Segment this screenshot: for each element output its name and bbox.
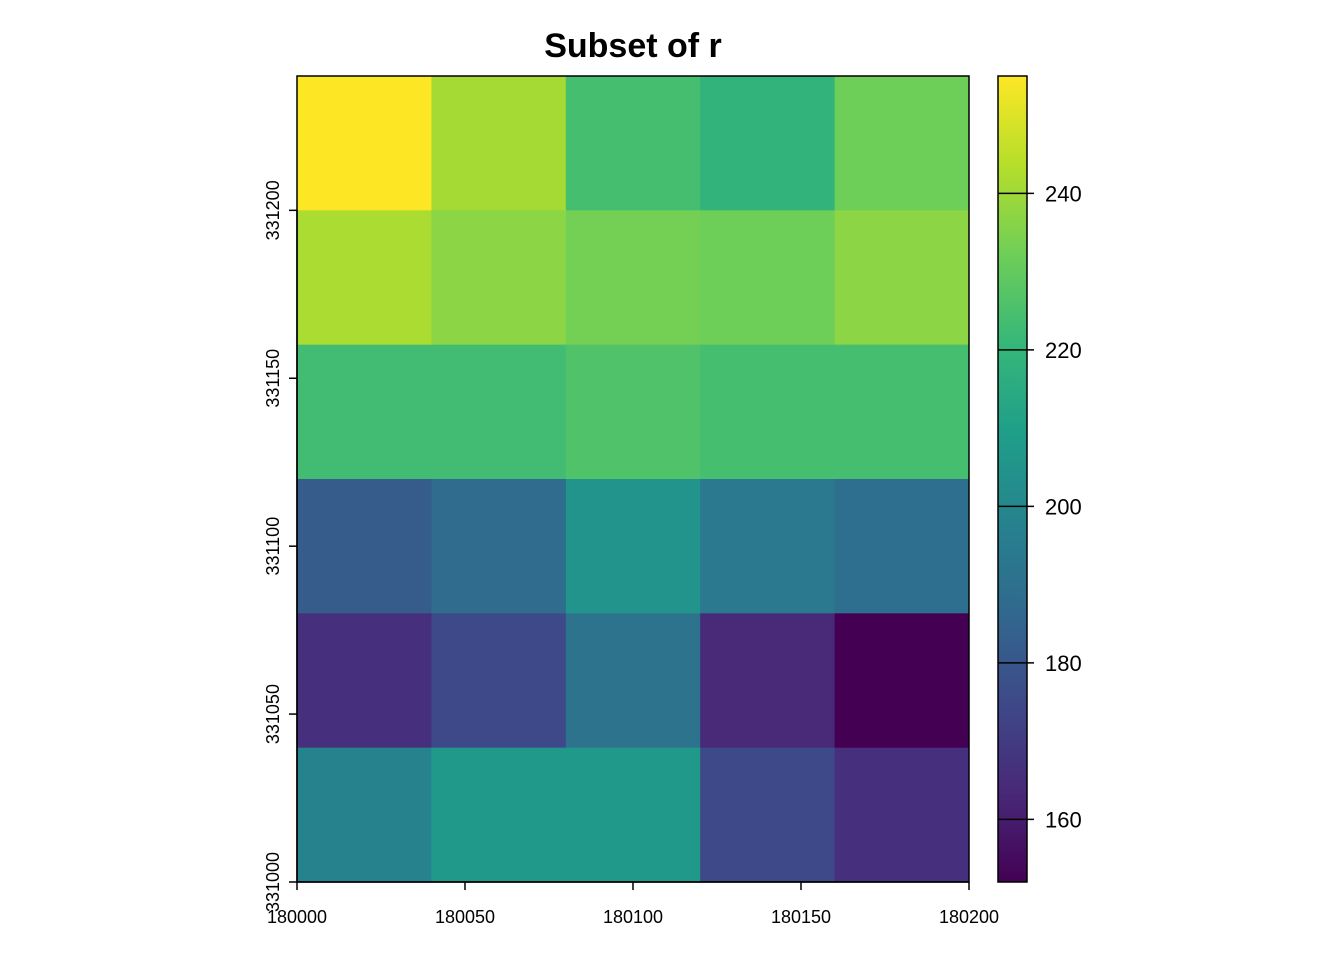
raster-cell <box>565 613 701 749</box>
chart-title: Subset of r <box>544 27 722 65</box>
colorbar-tick-label: 220 <box>1045 338 1082 363</box>
y-tick-label: 331100 <box>263 517 283 576</box>
raster-cell <box>297 613 432 749</box>
raster-cell <box>431 210 567 346</box>
y-tick-label: 331050 <box>263 684 283 744</box>
raster-cell <box>297 344 432 480</box>
raster-cell <box>700 210 836 346</box>
raster-cell <box>431 613 567 749</box>
x-tick-label: 180150 <box>771 907 831 927</box>
raster-cell <box>834 76 970 211</box>
raster-cell <box>431 747 567 883</box>
raster-cell <box>834 344 970 480</box>
raster-cell <box>700 479 836 614</box>
colorbar-legend: 160 180 200 220 240 <box>997 75 1082 883</box>
raster-cell <box>431 76 567 211</box>
raster-cell <box>297 210 432 346</box>
raster-cell <box>834 210 970 346</box>
colorbar-tick-label: 200 <box>1045 494 1082 519</box>
raster-cell <box>700 747 836 883</box>
raster-cell <box>700 76 836 211</box>
x-tick-label: 180000 <box>267 907 327 927</box>
raster-cell <box>565 210 701 346</box>
x-tick-label: 180200 <box>939 907 999 927</box>
x-tick-label: 180100 <box>603 907 663 927</box>
raster-cell <box>297 747 432 883</box>
raster-cell <box>700 613 836 749</box>
y-axis: 331000 331050 331100 331150 331200 <box>263 180 298 912</box>
raster-cell <box>565 747 701 883</box>
colorbar-tick-label: 160 <box>1045 807 1082 832</box>
y-tick-label: 331000 <box>263 852 283 912</box>
y-tick-label: 331200 <box>263 180 283 240</box>
raster-cell <box>431 344 567 480</box>
colorbar-tick-label: 240 <box>1045 181 1082 206</box>
colorbar-ramp <box>997 75 1028 883</box>
raster-cell <box>565 344 701 480</box>
raster-cell <box>297 479 432 614</box>
colorbar-tick-label: 180 <box>1045 651 1082 676</box>
raster-cell <box>834 479 970 614</box>
raster-cell <box>431 479 567 614</box>
x-axis: 180000 180050 180100 180150 180200 <box>267 881 999 927</box>
raster-cell <box>297 76 432 211</box>
raster-cells <box>297 76 970 883</box>
x-tick-label: 180050 <box>435 907 495 927</box>
raster-cell <box>700 344 836 480</box>
raster-cell <box>565 76 701 211</box>
raster-cell <box>834 613 970 749</box>
raster-cell <box>834 747 970 883</box>
y-tick-label: 331150 <box>263 349 283 408</box>
raster-cell <box>565 479 701 614</box>
